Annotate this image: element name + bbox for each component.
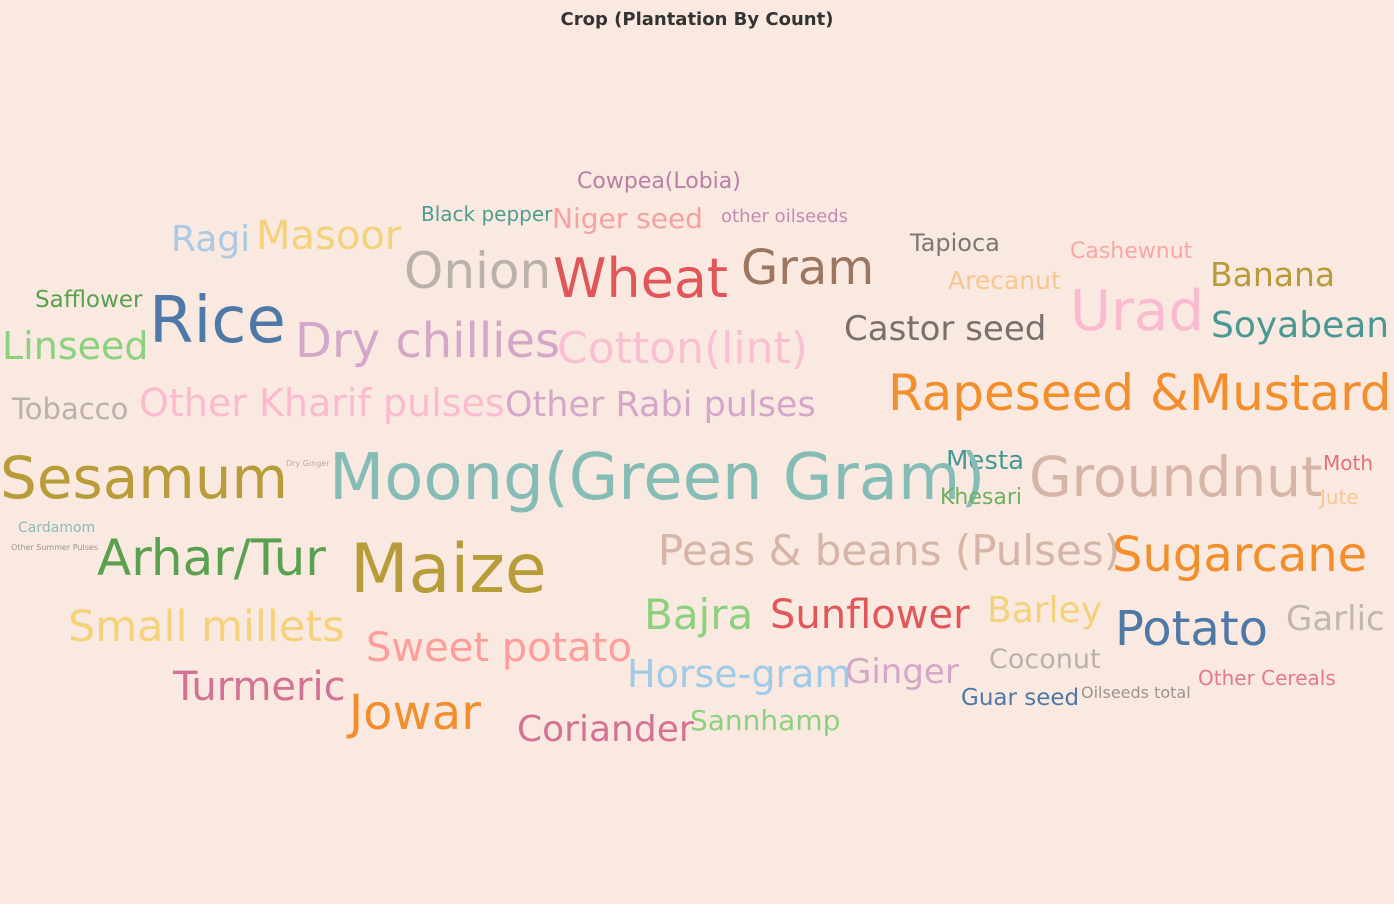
word-turmeric: Turmeric bbox=[173, 664, 346, 710]
word-tapioca: Tapioca bbox=[910, 229, 1000, 257]
word-masoor: Masoor bbox=[256, 213, 402, 259]
word-mesta: Mesta bbox=[946, 446, 1025, 476]
word-moth: Moth bbox=[1323, 451, 1374, 475]
word-sugarcane: Sugarcane bbox=[1112, 527, 1368, 583]
word-dry-chillies: Dry chillies bbox=[295, 313, 561, 369]
word-wheat: Wheat bbox=[553, 247, 729, 310]
word-arecanut: Arecanut bbox=[948, 266, 1061, 295]
word-jute: Jute bbox=[1320, 485, 1359, 509]
word-bajra: Bajra bbox=[644, 590, 754, 639]
word-small-millets: Small millets bbox=[68, 602, 345, 652]
word-guar-seed: Guar seed bbox=[961, 685, 1080, 711]
word-ragi: Ragi bbox=[171, 219, 251, 260]
word-rice: Rice bbox=[149, 284, 286, 358]
word-sesamum: Sesamum bbox=[0, 444, 289, 512]
word-tobacco: Tobacco bbox=[12, 392, 129, 426]
word-urad: Urad bbox=[1070, 279, 1204, 344]
word-cotton-lint: Cotton(lint) bbox=[557, 323, 808, 374]
word-coconut: Coconut bbox=[989, 644, 1101, 675]
word-maize: Maize bbox=[350, 530, 547, 609]
word-castor-seed: Castor seed bbox=[844, 309, 1047, 349]
word-other-kharif-pulses: Other Kharif pulses bbox=[139, 381, 505, 425]
word-banana: Banana bbox=[1210, 255, 1336, 294]
word-sannhamp: Sannhamp bbox=[690, 704, 841, 737]
chart-title: Crop (Plantation By Count) bbox=[560, 9, 834, 30]
word-ginger: Ginger bbox=[845, 652, 959, 692]
word-arhar-tur: Arhar/Tur bbox=[97, 529, 326, 587]
word-coriander: Coriander bbox=[517, 709, 694, 750]
word-sweet-potato: Sweet potato bbox=[366, 625, 632, 671]
word-dry-ginger: Dry Ginger bbox=[286, 459, 330, 468]
word-black-pepper: Black pepper bbox=[421, 202, 553, 226]
word-jowar: Jowar bbox=[349, 685, 481, 741]
word-khesari: Khesari bbox=[940, 485, 1023, 510]
word-other-cereals: Other Cereals bbox=[1198, 666, 1336, 690]
word-barley: Barley bbox=[987, 590, 1103, 631]
word-horse-gram: Horse-gram bbox=[627, 652, 852, 696]
word-linseed: Linseed bbox=[2, 324, 149, 368]
word-groundnut: Groundnut bbox=[1029, 445, 1323, 509]
word-cardamom: Cardamom bbox=[18, 520, 96, 536]
word-peas-beans-pulses: Peas & beans (Pulses) bbox=[658, 526, 1121, 575]
word-other-summer-pulses: Other Summer Pulses bbox=[11, 543, 98, 552]
word-other-rabi-pulses: Other Rabi pulses bbox=[505, 385, 816, 425]
word-rapeseed-mustard: Rapeseed &Mustard bbox=[888, 364, 1392, 422]
word-cowpea-lobia: Cowpea(Lobia) bbox=[577, 169, 741, 194]
word-soyabean: Soyabean bbox=[1211, 305, 1390, 346]
word-potato: Potato bbox=[1115, 601, 1269, 657]
word-cashewnut: Cashewnut bbox=[1070, 239, 1193, 264]
word-other-oilseeds: other oilseeds bbox=[721, 206, 849, 227]
word-onion: Onion bbox=[404, 242, 552, 300]
word-gram: Gram bbox=[741, 240, 875, 296]
word-sunflower: Sunflower bbox=[770, 592, 970, 638]
word-moong-green-gram: Moong(Green Gram) bbox=[329, 441, 986, 515]
word-garlic: Garlic bbox=[1286, 599, 1385, 639]
word-safflower: Safflower bbox=[35, 287, 143, 313]
word-niger-seed: Niger seed bbox=[552, 202, 703, 235]
word-oilseeds-total: Oilseeds total bbox=[1081, 683, 1191, 702]
